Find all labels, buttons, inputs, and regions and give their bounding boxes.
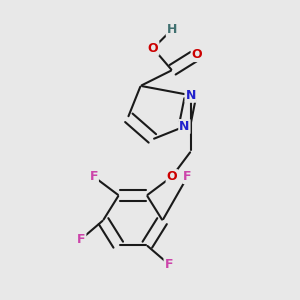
Text: O: O xyxy=(167,170,177,183)
Text: F: F xyxy=(77,233,85,246)
Text: N: N xyxy=(185,89,196,102)
Text: O: O xyxy=(148,42,158,55)
Text: O: O xyxy=(192,48,202,61)
Text: N: N xyxy=(179,120,190,133)
Text: F: F xyxy=(164,258,173,271)
Text: H: H xyxy=(167,23,177,36)
Text: F: F xyxy=(183,170,192,183)
Text: F: F xyxy=(89,170,98,183)
